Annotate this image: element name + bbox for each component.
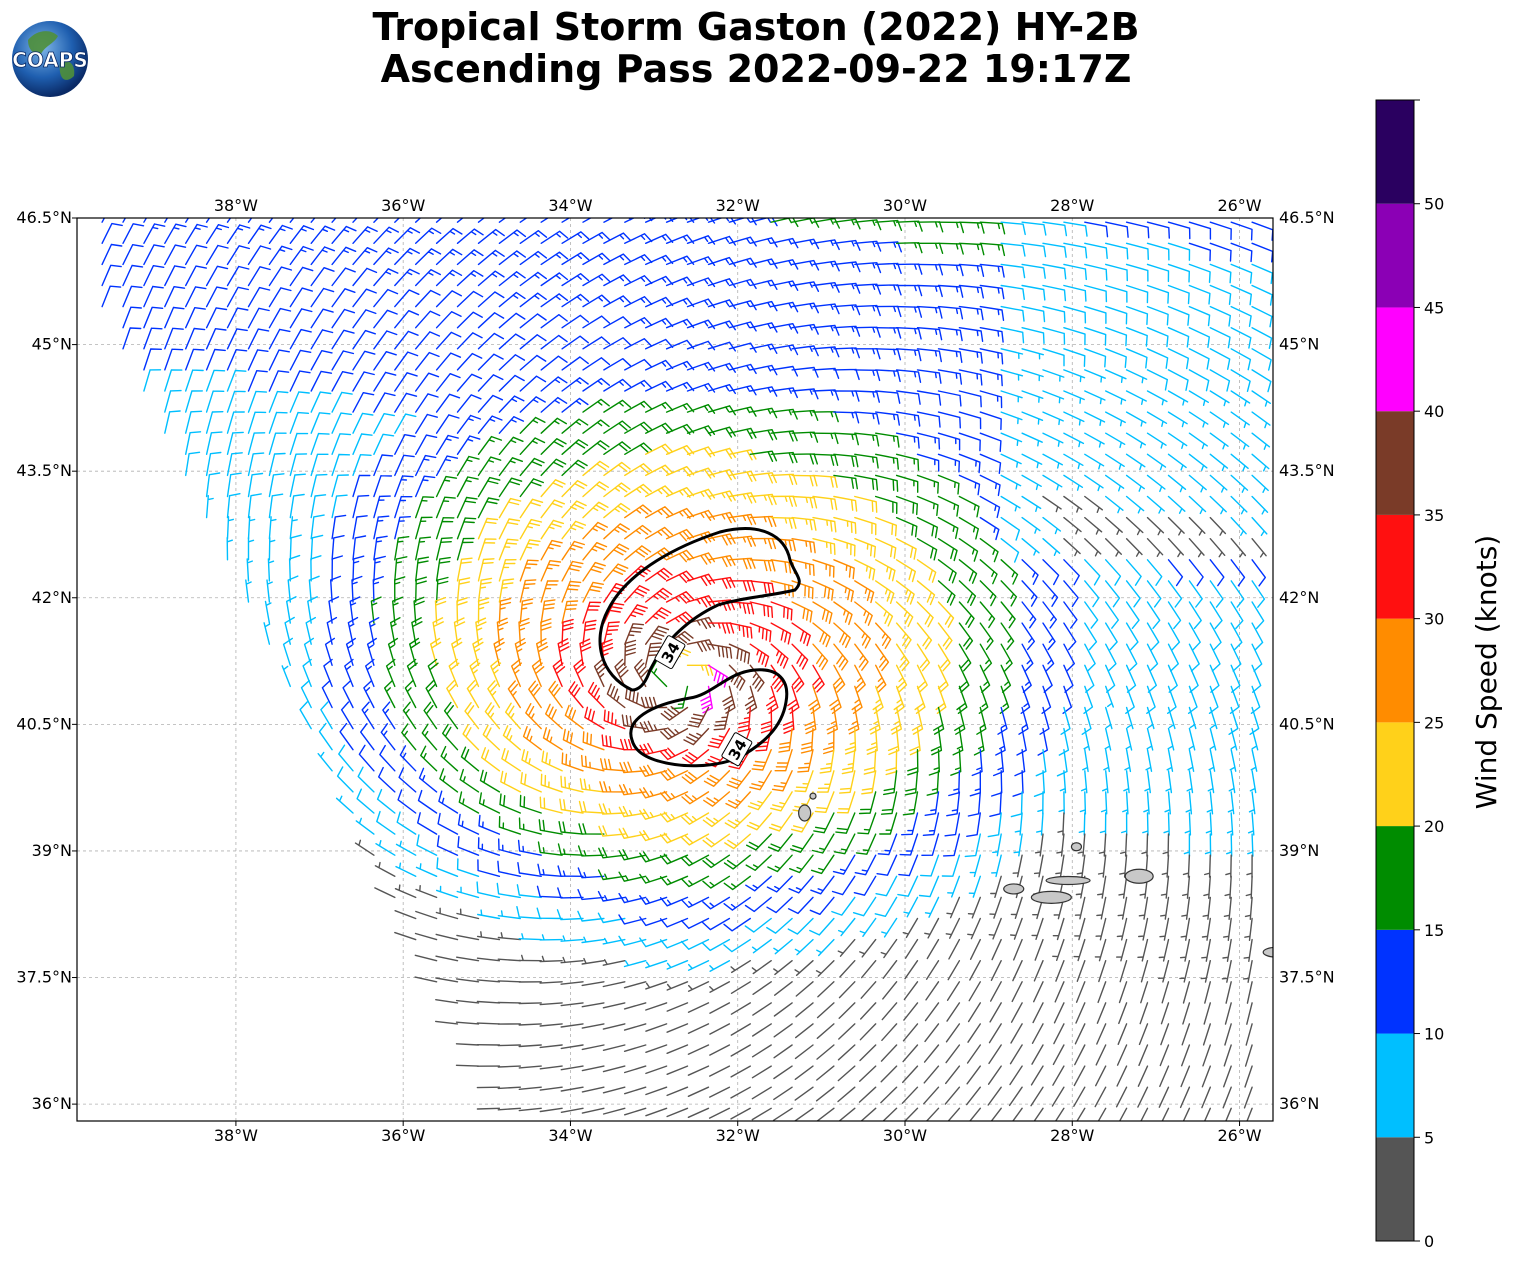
colorbar-tick-label: 35 (1424, 506, 1444, 525)
colorbar-bin (1376, 619, 1414, 723)
colorbar-tick-label: 50 (1424, 195, 1444, 214)
colorbar-bin (1376, 722, 1414, 826)
lat-tick-label-right: 45°N (1279, 335, 1319, 354)
lat-tick-label-right: 37.5°N (1279, 968, 1335, 987)
lon-tick-label-bottom: 26°W (1217, 1126, 1261, 1145)
lon-tick-label-bottom: 38°W (214, 1126, 258, 1145)
colorbar-bin (1376, 1034, 1414, 1138)
colorbar-tick-label: 25 (1424, 713, 1444, 732)
island (810, 793, 816, 799)
lon-tick-label-top: 38°W (214, 196, 258, 215)
colorbar-bin (1376, 204, 1414, 308)
island (799, 805, 811, 821)
island (1046, 876, 1090, 884)
lat-tick-label-left: 42°N (32, 588, 72, 607)
colorbar-tick-label: 15 (1424, 921, 1444, 940)
lon-tick-label-bottom: 32°W (716, 1126, 760, 1145)
lat-tick-label-left: 40.5°N (16, 714, 72, 733)
colorbar-bin (1376, 930, 1414, 1034)
colorbar-tick-label: 10 (1424, 1025, 1444, 1044)
wind-barb (498, 1066, 520, 1067)
island (1004, 884, 1024, 894)
lon-tick-label-bottom: 36°W (381, 1126, 425, 1145)
lon-tick-label-top: 32°W (716, 196, 760, 215)
colorbar-tick-label: 30 (1424, 610, 1444, 629)
lat-tick-label-right: 43.5°N (1279, 461, 1335, 480)
lon-tick-label-top: 28°W (1050, 196, 1094, 215)
lat-tick-label-right: 46.5°N (1279, 208, 1335, 227)
colorbar-bin (1376, 411, 1414, 515)
colorbar-bins (1376, 100, 1414, 1241)
colorbar-ticks: 0 5 10 15 20 25 30 35 40 45 50 (1414, 100, 1444, 1251)
colorbar-bin (1376, 515, 1414, 619)
lon-tick-label-bottom: 30°W (883, 1126, 927, 1145)
wind-barb (498, 981, 520, 982)
colorbar-bin (1376, 100, 1414, 204)
lat-tick-label-right: 39°N (1279, 841, 1319, 860)
colorbar-tick-label: 45 (1424, 298, 1444, 317)
colorbar-tick-label: 20 (1424, 817, 1444, 836)
wind-barb (519, 1003, 541, 1004)
lat-tick-label-left: 43.5°N (16, 461, 72, 480)
lat-tick-label-left: 46.5°N (16, 208, 72, 227)
colorbar-tick-label: 5 (1424, 1128, 1434, 1147)
colorbar-bin (1376, 826, 1414, 930)
title-line-1: Tropical Storm Gaston (2022) HY-2B (372, 5, 1139, 49)
colorbar-bin (1376, 1137, 1414, 1241)
lat-tick-label-left: 36°N (32, 1094, 72, 1113)
logo-text: COAPS (12, 48, 88, 72)
lon-tick-label-top: 26°W (1217, 196, 1261, 215)
island (1071, 843, 1081, 851)
coaps-logo: COAPS (12, 21, 88, 97)
lon-tick-label-top: 34°W (548, 196, 592, 215)
lon-tick-label-bottom: 28°W (1050, 1126, 1094, 1145)
colorbar: 0 5 10 15 20 25 30 35 40 45 50 Wind Speed (knots) (1376, 100, 1503, 1251)
lat-tick-label-left: 37.5°N (16, 968, 72, 987)
lat-tick-label-left: 39°N (32, 841, 72, 860)
lat-tick-label-right: 40.5°N (1279, 714, 1335, 733)
wind-barb (477, 1023, 499, 1024)
colorbar-bin (1376, 307, 1414, 411)
colorbar-tick-label: 40 (1424, 402, 1444, 421)
island (1031, 891, 1071, 903)
wind-barb (457, 1065, 479, 1066)
lon-tick-label-bottom: 34°W (548, 1126, 592, 1145)
lon-tick-label-top: 30°W (883, 196, 927, 215)
colorbar-label: Wind Speed (knots) (1470, 535, 1503, 809)
island (1125, 869, 1153, 883)
wind-barb (498, 1045, 520, 1046)
lat-tick-label-left: 45°N (32, 335, 72, 354)
colorbar-tick-label: 0 (1424, 1232, 1434, 1251)
wind-barb (477, 1108, 499, 1109)
lat-tick-label-right: 42°N (1279, 588, 1319, 607)
lat-tick-label-right: 36°N (1279, 1094, 1319, 1113)
lon-tick-label-top: 36°W (381, 196, 425, 215)
island (1263, 947, 1291, 957)
title-line-2: Ascending Pass 2022-09-22 19:17Z (381, 47, 1132, 91)
